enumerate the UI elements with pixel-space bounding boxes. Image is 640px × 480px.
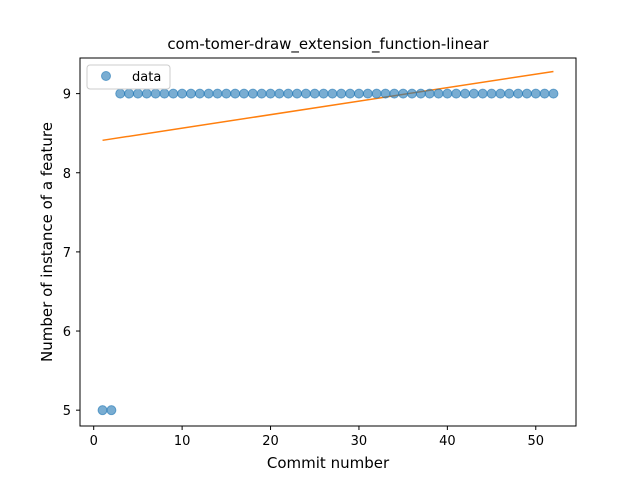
legend-marker-data <box>101 71 111 81</box>
data-point <box>212 88 223 99</box>
y-tick-label: 6 <box>63 325 71 340</box>
data-point <box>504 88 515 99</box>
data-point <box>362 88 373 99</box>
data-point <box>433 88 444 99</box>
plot-area <box>97 70 559 416</box>
data-point <box>132 88 143 99</box>
y-tick-label: 7 <box>63 246 71 261</box>
axes-frame <box>79 57 577 427</box>
data-point <box>256 88 267 99</box>
data-point <box>548 88 559 99</box>
data-point <box>265 88 276 99</box>
data-point <box>468 88 479 99</box>
data-point <box>477 88 488 99</box>
x-tick-label: 20 <box>262 434 279 449</box>
data-point <box>406 88 417 99</box>
data-point <box>336 88 347 99</box>
x-tick-label: 50 <box>527 434 544 449</box>
data-point <box>451 88 462 99</box>
data-point <box>274 88 285 99</box>
data-point <box>194 88 205 99</box>
x-axis: 0 10 20 30 40 50 <box>90 426 544 449</box>
data-point <box>292 88 303 99</box>
data-point <box>150 88 161 99</box>
x-tick-label: 0 <box>90 434 98 449</box>
data-point <box>327 88 338 99</box>
data-point <box>530 88 541 99</box>
y-axis-label: Number of instance of a feature <box>38 122 56 362</box>
x-tick-label: 30 <box>351 434 368 449</box>
data-point <box>221 88 232 99</box>
data-point <box>371 88 382 99</box>
y-tick-label: 8 <box>63 167 71 182</box>
data-point <box>389 88 400 99</box>
legend: data <box>86 64 171 90</box>
data-point <box>283 88 294 99</box>
data-point <box>159 88 170 99</box>
x-tick-label: 10 <box>174 434 191 449</box>
data-point <box>380 88 391 99</box>
data-point <box>239 88 250 99</box>
data-point <box>539 88 550 99</box>
y-axis: 5 6 7 8 9 <box>63 88 80 419</box>
chart-title: com-tomer-draw_extension_function-linear <box>167 35 489 54</box>
data-point <box>318 88 329 99</box>
data-point <box>486 88 497 99</box>
data-point <box>495 88 506 99</box>
x-tick-label: 40 <box>439 434 456 449</box>
data-point <box>353 88 364 99</box>
data-point <box>460 88 471 99</box>
legend-box <box>86 64 171 90</box>
data-point <box>424 88 435 99</box>
data-point <box>203 88 214 99</box>
data-point <box>309 88 320 99</box>
y-tick-label: 5 <box>63 404 71 419</box>
data-point <box>513 88 524 99</box>
data-point <box>442 88 453 99</box>
data-point <box>185 88 196 99</box>
data-point <box>124 88 135 99</box>
data-point <box>300 88 311 99</box>
series-line-1 <box>102 70 554 142</box>
data-point <box>415 88 426 99</box>
x-axis-label: Commit number <box>267 454 390 472</box>
y-tick-label: 9 <box>63 88 71 103</box>
data-point <box>141 88 152 99</box>
data-point <box>398 88 409 99</box>
data-point <box>168 88 179 99</box>
data-point <box>115 88 126 99</box>
data-point <box>345 88 356 99</box>
legend-label-data: data <box>132 70 161 85</box>
data-point <box>230 88 241 99</box>
data-point <box>521 88 532 99</box>
data-point <box>247 88 258 99</box>
data-point <box>106 405 117 416</box>
data-point <box>97 405 108 416</box>
data-point <box>177 88 188 99</box>
